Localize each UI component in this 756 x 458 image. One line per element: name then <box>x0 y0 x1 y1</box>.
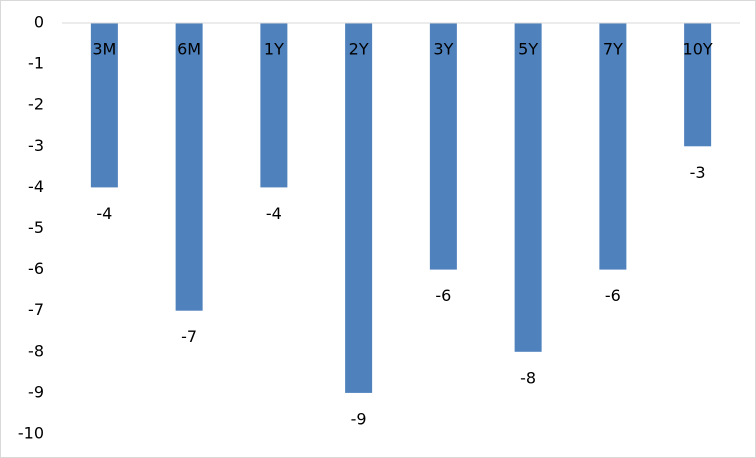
data-label: -6 <box>435 286 451 305</box>
y-tick-label: -10 <box>18 424 44 443</box>
bar <box>429 23 457 270</box>
y-tick-label: -2 <box>28 95 44 114</box>
data-label: -3 <box>690 163 706 182</box>
bar <box>260 23 288 188</box>
bar <box>345 23 373 393</box>
x-tick-label: 3M <box>92 40 116 59</box>
data-label: -4 <box>266 204 282 223</box>
x-tick-label: 7Y <box>603 40 623 59</box>
bar <box>684 23 712 147</box>
x-tick-label: 10Y <box>683 40 713 59</box>
y-tick-label: -4 <box>28 177 44 196</box>
y-tick-label: -8 <box>28 341 44 360</box>
data-label: -7 <box>181 327 197 346</box>
bar <box>599 23 627 270</box>
bar <box>90 23 118 188</box>
x-tick-label: 5Y <box>518 40 538 59</box>
y-tick-label: 0 <box>34 13 44 32</box>
bar <box>514 23 542 352</box>
bar <box>175 23 203 311</box>
data-label: -9 <box>351 409 367 428</box>
data-label: -8 <box>520 368 536 387</box>
y-tick-label: -9 <box>28 382 44 401</box>
x-tick-label: 2Y <box>349 40 369 59</box>
data-label: -4 <box>96 204 112 223</box>
x-tick-label: 3Y <box>433 40 453 59</box>
y-tick-label: -1 <box>28 54 44 73</box>
y-tick-label: -5 <box>28 218 44 237</box>
y-tick-label: -7 <box>28 300 44 319</box>
y-tick-label: -3 <box>28 136 44 155</box>
x-tick-label: 1Y <box>264 40 284 59</box>
y-tick-label: -6 <box>28 259 44 278</box>
x-tick-label: 6M <box>177 40 201 59</box>
data-label: -6 <box>605 286 621 305</box>
